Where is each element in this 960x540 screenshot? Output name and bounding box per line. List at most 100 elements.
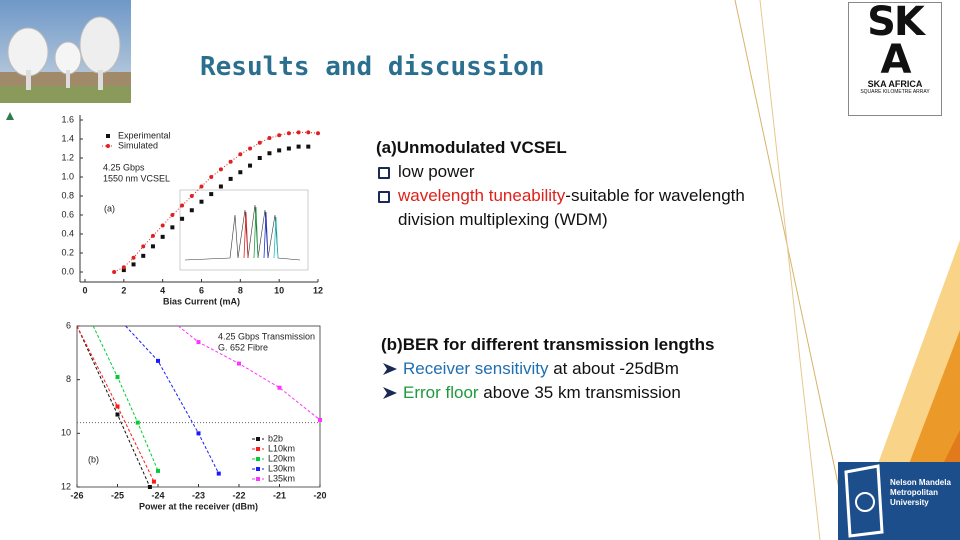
legend-label: L10km [268,443,295,453]
text-block-b: (b)BER for different transmission length… [381,333,771,405]
marker [267,136,272,141]
x-tick-label: -21 [273,490,286,500]
marker [115,412,120,417]
legend-label: b2b [268,433,283,443]
y-tick-label: 1.0 [61,171,74,181]
logo-line: University [890,498,929,507]
marker [209,175,214,179]
x-tick-label: -22 [232,490,245,500]
y-tick-label: 0.4 [61,228,74,238]
marker [115,374,120,379]
y-tick-label: 1.2 [61,152,74,162]
y-tick-label: 0.0 [61,266,74,276]
y-tick-label: 0.8 [61,190,74,200]
marker [237,361,241,366]
logo-text: SK [867,0,925,45]
y-tick-label: 0.6 [61,209,74,219]
marker [296,144,301,149]
marker [189,208,194,213]
logo-line: Metropolitan [890,488,938,497]
series-line [113,131,319,273]
x-tick-label: 4 [160,285,165,295]
annotation: 1550 nm VCSEL [103,173,170,183]
marker [248,146,253,151]
marker [218,167,223,172]
x-tick-label: 10 [274,285,284,295]
x-axis-label: Bias Current (mA) [163,296,240,306]
marker [147,485,152,489]
logo-text: SKA AFRICA [867,79,923,89]
marker [156,468,160,473]
marker [160,223,165,228]
legend-marker [256,447,260,451]
x-tick-label: -20 [313,490,326,500]
marker [180,203,185,208]
marker [170,225,175,230]
marker [257,156,262,160]
marker [150,244,155,249]
bullet: wavelength tuneability-suitable for wave… [376,184,766,232]
marker [170,213,175,217]
bullet: Receiver sensitivity at about -25dBm [381,357,771,381]
annotation: 4.25 Gbps [103,162,145,172]
x-tick-label: -25 [111,490,124,500]
marker [277,148,282,153]
marker [121,268,126,273]
y-tick-label: 0.2 [61,247,74,257]
marker [131,255,136,260]
marker [189,194,194,198]
marker [216,471,221,476]
marker [141,253,146,258]
annotation: 4.25 Gbps Transmission [218,331,315,341]
annotation: (a) [104,203,115,213]
marker [228,176,233,181]
slide-title: Results and discussion [200,52,545,82]
series-line [92,325,159,472]
x-axis-label: Power at the receiver (dBm) [139,501,258,511]
marker [218,184,223,189]
y-tick-label: 6 [66,320,71,330]
marker [306,144,311,149]
figure-background [63,318,323,522]
legend-label: Experimental [118,130,171,140]
legend-label: L20km [268,453,295,463]
legend-marker [106,134,110,138]
logo-line: Nelson Mandela [890,478,951,487]
heading: (a)Unmodulated VCSEL [376,138,567,157]
marker [196,340,201,345]
y-tick-label: 12 [61,481,71,491]
text-block-a: (a)Unmodulated VCSEL low power wavelengt… [376,136,766,232]
marker [306,130,311,135]
marker [277,385,282,390]
ska-logo: SK A SKA AFRICA SQUARE KILOMETRE ARRAY [848,2,942,116]
marker [135,420,140,425]
legend-marker [256,437,260,441]
legend-marker [256,467,260,471]
marker [277,133,282,138]
x-tick-label: -23 [192,490,205,500]
heading: (b)BER for different transmission length… [381,335,715,354]
y-tick-label: 10 [61,428,71,438]
x-tick-label: 0 [82,285,87,295]
marker [112,270,117,274]
marker [257,140,262,145]
y-tick-label: 8 [66,374,71,384]
marker [160,234,165,239]
marker [248,163,253,168]
legend-marker [106,144,110,148]
nmmu-logo: Nelson Mandela Metropolitan University [838,462,960,540]
bullet-text: at about -25dBm [548,359,679,378]
annotation: G. 652 Fibre [218,342,268,352]
marker [150,233,155,238]
highlight: wavelength tuneability [398,186,566,205]
marker [121,265,126,270]
marker [199,199,204,204]
x-tick-label: 12 [313,285,323,295]
legend-marker [256,457,260,461]
marker [318,417,322,422]
marker [199,184,204,189]
x-tick-label: -26 [70,490,83,500]
x-tick-label: 6 [199,285,204,295]
